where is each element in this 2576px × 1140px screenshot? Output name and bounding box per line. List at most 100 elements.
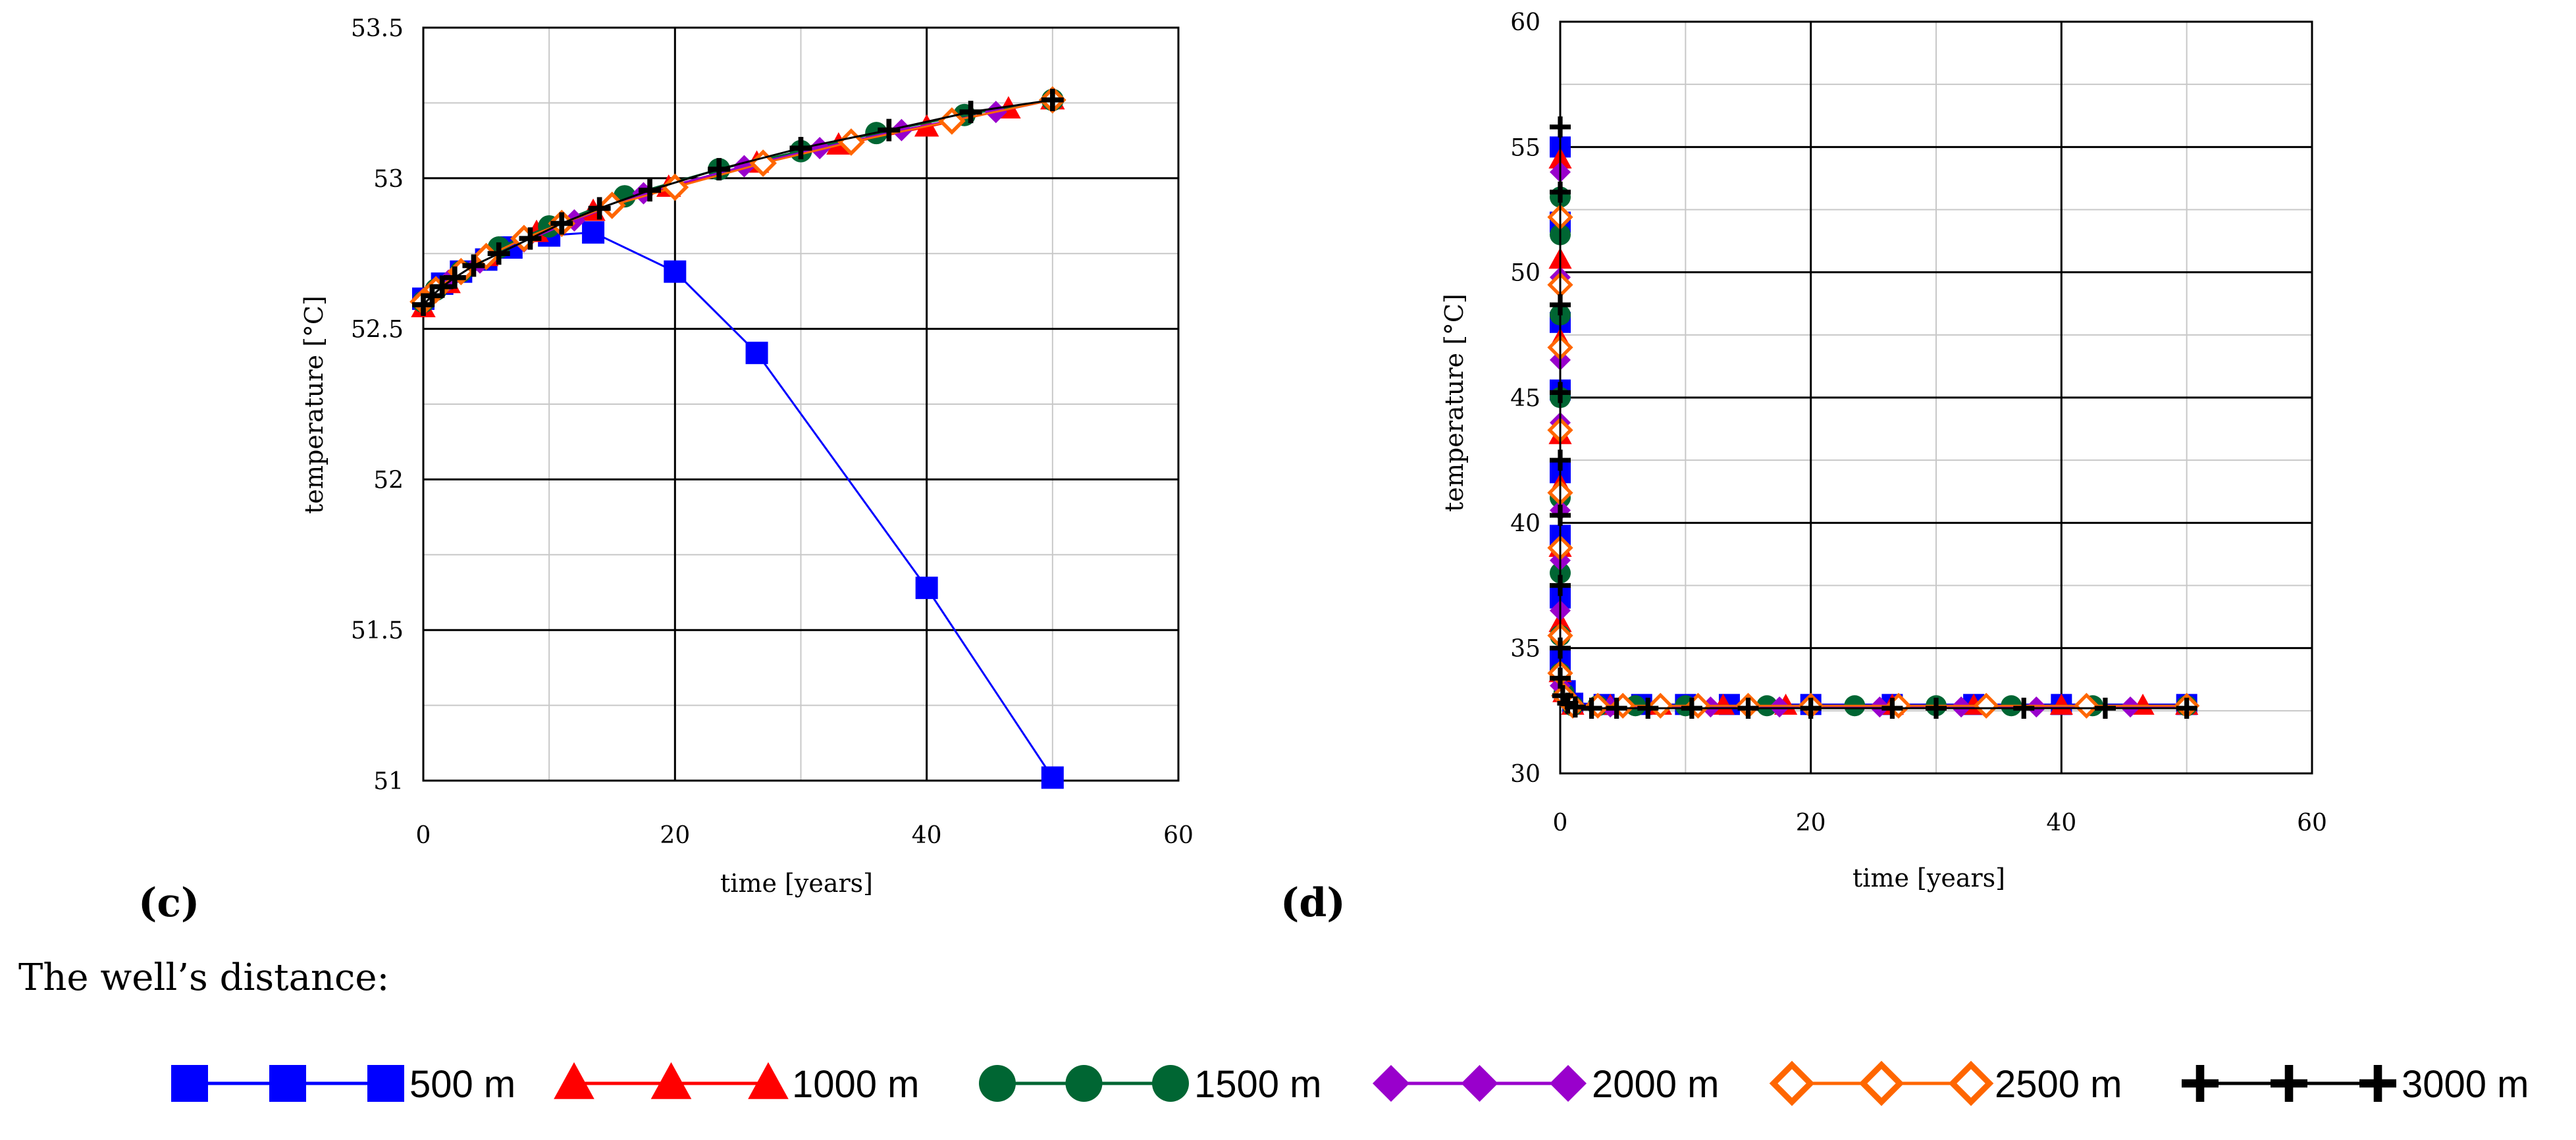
legend-marker xyxy=(1858,1060,1905,1106)
data-point xyxy=(639,179,662,202)
data-point xyxy=(890,118,913,142)
y-tick-label: 52.5 xyxy=(351,317,404,344)
legend-marker xyxy=(979,1065,1016,1102)
data-point xyxy=(1881,698,1903,719)
tick-labels-d: 0 20 40 60 30 35 40 45 50 55 60 xyxy=(1510,9,2327,837)
series-500-m xyxy=(1550,136,2197,715)
series-500-m xyxy=(412,221,1064,789)
y-tick-label: 53 xyxy=(373,166,404,193)
x-tick-label: 60 xyxy=(2297,810,2327,837)
series-3000-m xyxy=(412,88,1064,316)
data-point xyxy=(1550,504,1571,526)
legend-marker xyxy=(1152,1065,1189,1102)
series-line xyxy=(1559,217,2187,707)
legend-label: 2000 m xyxy=(1592,1063,1719,1106)
y-tick-label: 51.5 xyxy=(351,617,404,644)
data-point xyxy=(1637,698,1659,719)
major-grid-d xyxy=(1560,22,2312,773)
series-line xyxy=(422,99,1053,306)
series-2500-m xyxy=(1547,204,2200,719)
legend-entry-1500-m: 1500 m xyxy=(979,1063,1321,1106)
legend-marker xyxy=(554,1062,594,1099)
series-1500-m xyxy=(1550,186,2197,717)
data-point xyxy=(1926,698,1947,719)
data-point xyxy=(1647,692,1673,719)
legend: 500 m 1000 m 1500 m 2000 m 2500 m 3000 m xyxy=(171,1060,2529,1106)
data-point xyxy=(1737,698,1759,719)
x-axis-label-d: time [years] xyxy=(1853,864,2005,893)
x-tick-label: 60 xyxy=(1163,822,1194,849)
data-point xyxy=(2176,698,2197,719)
x-tick-label: 0 xyxy=(1553,810,1568,837)
legend-entry-3000-m: 3000 m xyxy=(2182,1063,2529,1106)
series-line xyxy=(422,99,1053,303)
data-point xyxy=(1550,294,1571,316)
legend-entry-2500-m: 2500 m xyxy=(1769,1060,2122,1106)
legend-entry-1000-m: 1000 m xyxy=(554,1062,919,1106)
legend-label: 1500 m xyxy=(1194,1063,1321,1106)
chart-panel-d: 0 20 40 60 30 35 40 45 50 55 60 time [years] tempe… xyxy=(1280,9,2327,926)
y-tick-label: 45 xyxy=(1510,385,1540,412)
series-line xyxy=(1559,197,2187,707)
data-point xyxy=(412,293,434,316)
data-point xyxy=(1581,698,1602,719)
series-line xyxy=(423,231,1054,779)
series-layer-c xyxy=(409,86,1066,789)
y-tick-label: 51 xyxy=(373,768,404,795)
data-point xyxy=(2120,696,2142,718)
legend-marker xyxy=(1550,1065,1587,1102)
series-line xyxy=(1559,147,2187,706)
data-point xyxy=(1681,698,1702,719)
legend-marker xyxy=(1769,1060,1815,1106)
legend-marker xyxy=(1065,1065,1103,1102)
y-tick-label: 50 xyxy=(1510,260,1540,287)
legend-label: 500 m xyxy=(409,1063,515,1106)
panel-label-d: (d) xyxy=(1280,880,1346,926)
legend-label: 2500 m xyxy=(1995,1063,2122,1106)
data-point xyxy=(1041,88,1064,111)
plot-area-frame-c xyxy=(422,26,1180,782)
data-point xyxy=(959,101,982,124)
data-point xyxy=(582,221,605,244)
series-2000-m xyxy=(1550,161,2197,718)
y-tick-label: 40 xyxy=(1510,510,1540,537)
legend-marker xyxy=(2359,1065,2396,1102)
tick-labels-c: 0 20 40 60 51 51.5 52 52.5 53 53.5 xyxy=(351,15,1194,849)
data-point xyxy=(519,227,542,250)
data-point xyxy=(1769,696,1791,718)
data-point xyxy=(487,242,510,265)
legend-marker xyxy=(2182,1065,2219,1102)
series-1500-m xyxy=(412,88,1064,313)
data-point xyxy=(1973,692,1999,719)
series-line xyxy=(423,99,1053,300)
data-point xyxy=(708,158,731,181)
legend-marker xyxy=(367,1065,404,1102)
chart-panel-c: 0 20 40 60 51 51.5 52 52.5 53 53.5 time [years] t… xyxy=(138,15,1194,926)
data-point xyxy=(1550,667,1571,689)
x-tick-label: 40 xyxy=(2046,810,2076,837)
y-tick-label: 35 xyxy=(1510,636,1540,663)
data-point xyxy=(462,254,485,277)
series-line xyxy=(422,99,1053,309)
data-point xyxy=(2013,698,2035,719)
legend-marker xyxy=(171,1065,208,1102)
data-point xyxy=(1550,637,1571,659)
data-point xyxy=(1550,575,1571,596)
y-tick-label: 53.5 xyxy=(351,15,404,42)
data-point xyxy=(1564,696,1586,718)
x-axis-label-c: time [years] xyxy=(720,869,873,898)
data-point xyxy=(1552,685,1573,706)
data-point xyxy=(878,118,901,142)
data-point xyxy=(915,577,938,600)
data-point xyxy=(1041,766,1064,789)
data-point xyxy=(2094,698,2116,719)
series-1000-m xyxy=(1548,147,2199,715)
data-point xyxy=(1800,698,1822,719)
data-point xyxy=(789,137,812,160)
legend-marker xyxy=(1948,1060,1994,1106)
data-point xyxy=(1951,696,1972,718)
y-axis-label-d: temperature [°C] xyxy=(1440,294,1469,512)
data-point xyxy=(1550,116,1571,138)
x-tick-label: 20 xyxy=(660,822,690,849)
